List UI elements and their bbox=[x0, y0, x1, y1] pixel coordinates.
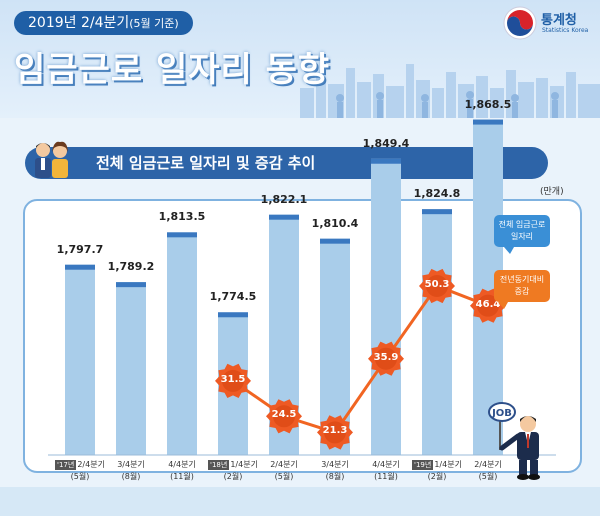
bar-value-label-3: 1,774.5 bbox=[209, 290, 257, 304]
logo-subtitle: Statistics Korea bbox=[542, 27, 589, 34]
bar-value-label-2: 1,813.5 bbox=[158, 210, 206, 224]
x-tick-label-5: 3/4분기 (8월) bbox=[303, 459, 367, 483]
quarter-label: 2/4분기 bbox=[474, 460, 502, 469]
bar-cap-6 bbox=[371, 158, 401, 164]
month-label: (2월) bbox=[223, 472, 243, 481]
line-value-label-8: 46.4 bbox=[475, 298, 501, 310]
line-value-label-7: 50.3 bbox=[424, 278, 450, 290]
logo-name: 통계청 bbox=[541, 13, 577, 28]
x-tick-label-3: '18년 1/4분기 (2월) bbox=[201, 459, 265, 483]
line-marker-core-8 bbox=[477, 294, 499, 317]
x-tick-label-0: '17년 2/4분기 (5월) bbox=[48, 459, 112, 483]
bar-6 bbox=[371, 158, 401, 456]
bar-value-label-4: 1,822.1 bbox=[260, 192, 308, 206]
quarter-label: 3/4분기 bbox=[321, 460, 349, 469]
month-label: (5월) bbox=[70, 472, 90, 481]
quarter-label: 4/4분기 bbox=[372, 460, 400, 469]
quarter-label: 3/4분기 bbox=[117, 460, 145, 469]
x-tick-label-7: '19년 1/4분기 (2월) bbox=[405, 459, 469, 483]
date-note: (5월 기준) bbox=[129, 17, 179, 30]
bar-value-label-5: 1,810.4 bbox=[311, 216, 359, 230]
bar-2 bbox=[167, 232, 197, 455]
header-banner: 2019년 2/4분기(5월 기준) 임금근로 일자리 동향 통계청 Stati… bbox=[0, 0, 600, 118]
year-tag: '18년 bbox=[208, 460, 230, 470]
bar-value-label-6: 1,849.4 bbox=[362, 136, 410, 150]
section-title-banner bbox=[25, 147, 548, 179]
bar-cap-3 bbox=[218, 312, 248, 318]
bar-value-label-8: 1,868.5 bbox=[464, 97, 512, 111]
legend-line-pointer bbox=[498, 302, 508, 309]
line-value-label-4: 24.5 bbox=[271, 409, 297, 421]
bar-cap-2 bbox=[167, 232, 197, 238]
legend-line-label-line1: 전년동기대비 bbox=[499, 275, 545, 284]
unit-label: (만개) bbox=[540, 187, 564, 197]
line-marker-core-5 bbox=[324, 421, 346, 444]
bar-cap-7 bbox=[422, 209, 452, 215]
quarter-label: 1/4분기 bbox=[434, 460, 462, 469]
section-title: 전체 임금근로 일자리 및 증감 추이 bbox=[96, 154, 316, 172]
footer-strip bbox=[0, 487, 600, 516]
date-label: 2019년 2/4분기 bbox=[28, 15, 130, 31]
legend-bar-pointer bbox=[504, 247, 514, 254]
x-tick-label-2: 4/4분기 (11월) bbox=[150, 459, 214, 483]
bar-0 bbox=[65, 264, 95, 455]
bar-cap-1 bbox=[116, 282, 146, 288]
bar-cap-0 bbox=[65, 264, 95, 270]
line-marker-core-7 bbox=[426, 274, 448, 297]
bar-1 bbox=[116, 282, 146, 455]
quarter-label: 2/4분기 bbox=[270, 460, 298, 469]
bar-value-label-1: 1,789.2 bbox=[107, 260, 155, 274]
line-marker-core-6 bbox=[375, 347, 397, 370]
workers-icon bbox=[35, 141, 68, 178]
bar-cap-4 bbox=[269, 214, 299, 220]
svg-text:JOB: JOB bbox=[491, 408, 512, 419]
bar-7 bbox=[422, 209, 452, 455]
line-marker-core-3 bbox=[222, 369, 244, 392]
bar-value-label-7: 1,824.8 bbox=[413, 187, 461, 201]
year-tag: '19년 bbox=[412, 460, 434, 470]
line-value-label-5: 21.3 bbox=[322, 425, 348, 437]
year-tag: '17년 bbox=[55, 460, 77, 470]
x-tick-label-1: 3/4분기 (8월) bbox=[99, 459, 163, 483]
quarter-label: 2/4분기 bbox=[77, 460, 105, 469]
month-label: (5월) bbox=[274, 472, 294, 481]
bar-value-label-0: 1,797.7 bbox=[56, 242, 104, 256]
month-label: (8월) bbox=[121, 472, 141, 481]
line-value-label-6: 35.9 bbox=[373, 351, 399, 363]
month-label: (11월) bbox=[170, 472, 194, 481]
month-label: (8월) bbox=[325, 472, 345, 481]
statistics-korea-logo-icon bbox=[503, 6, 537, 40]
quarter-label: 1/4분기 bbox=[230, 460, 258, 469]
month-label: (11월) bbox=[374, 472, 398, 481]
city-skyline-illustration bbox=[300, 64, 600, 118]
legend-line-label-line2: 증감 bbox=[514, 287, 530, 296]
job-seeker-illustration: JOB bbox=[488, 402, 540, 480]
x-tick-label-6: 4/4분기 (11월) bbox=[354, 459, 418, 483]
month-label: (2월) bbox=[427, 472, 447, 481]
page-title: 임금근로 일자리 동향 bbox=[14, 50, 331, 90]
x-tick-label-8: 2/4분기 (5월) bbox=[456, 459, 520, 483]
bar-cap-8 bbox=[473, 119, 503, 125]
legend-bar-label-line1: 전체 임금근로 bbox=[498, 220, 546, 229]
x-tick-label-4: 2/4분기 (5월) bbox=[252, 459, 316, 483]
quarter-label: 4/4분기 bbox=[168, 460, 196, 469]
line-marker-core-4 bbox=[273, 405, 295, 428]
line-value-label-3: 31.5 bbox=[220, 373, 246, 385]
legend-bar-label-line2: 일자리 bbox=[510, 232, 534, 241]
bar-cap-5 bbox=[320, 238, 350, 244]
month-label: (5월) bbox=[478, 472, 498, 481]
date-badge: 2019년 2/4분기(5월 기준) bbox=[14, 11, 193, 35]
